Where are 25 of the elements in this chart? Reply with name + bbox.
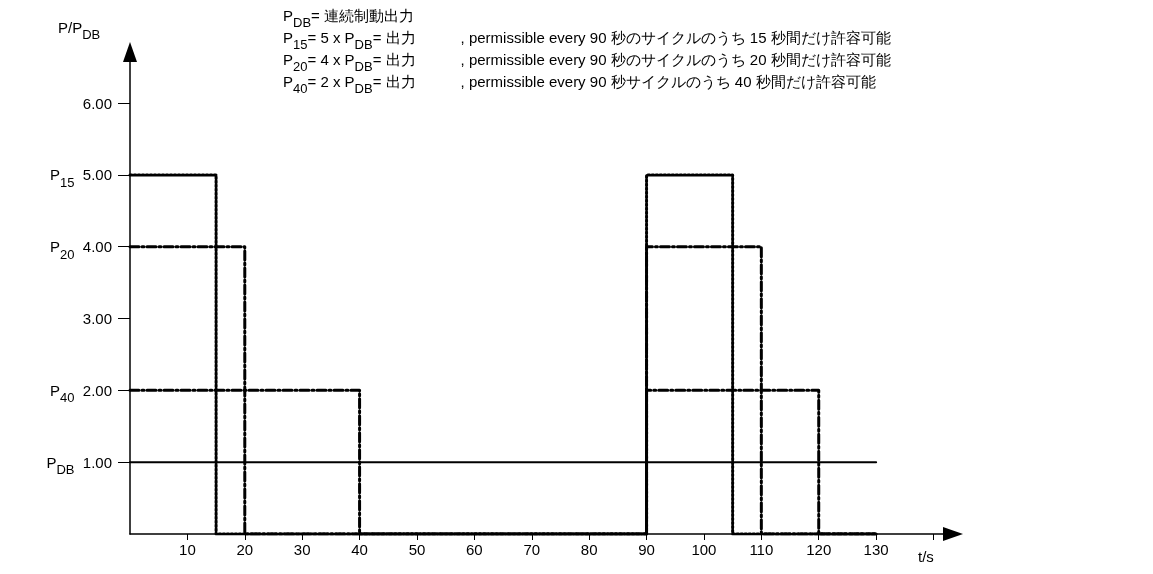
y-axis-title: P/P$_{DB}$ (58, 18, 101, 42)
x-tick-label: 50 (408, 541, 426, 558)
y-tick-label: P$_{15}$ 5.00 (49, 166, 112, 190)
x-tick-label: 40 (351, 541, 368, 558)
x-tick-label: 80 (580, 541, 598, 558)
y-tick-label: P$_{20}$ 4.00 (49, 238, 112, 262)
x-tick-label: 10 (179, 541, 196, 558)
y-tick-label: P$_{40}$ 2.00 (49, 381, 112, 406)
y-tick-label: P$_{DB}$ 1.00 (46, 453, 112, 478)
x-axis-title: t/s (918, 547, 934, 565)
x-tick-label: 60 (466, 541, 483, 558)
x-tick-label: 120 (806, 541, 832, 558)
x-tick-label: 90 (638, 541, 655, 558)
x-tick-label: 70 (523, 541, 541, 558)
annotation: P$_{40}$= 2 x P$_{DB}$= 出力 , permissible every 90 秒サイクルのうち 40 秒間だけ許容可能 (283, 72, 876, 96)
y-tick-label: 3.00 (82, 310, 112, 328)
x-tick-label: 100 (691, 541, 717, 558)
x-tick-label: 20 (236, 541, 254, 558)
text: P$_{DB}$= 連続制動出力 (283, 6, 415, 30)
text: P$_{15}$= 5 x P$_{DB}$= 出力 , permissible every 90 秒のサイクルのうち 15 秒間だけ許容可能 (283, 28, 891, 52)
x-tick-label: 110 (749, 541, 774, 558)
x-tick-label: 130 (863, 541, 889, 558)
annotation: P$_{20}$= 4 x P$_{DB}$= 出力 , permissible every 90 秒のサイクルのうち 20 秒間だけ許容可能 (283, 50, 891, 74)
y-tick-label: 6.00 (82, 94, 112, 112)
x-tick-label: 30 (293, 541, 311, 558)
